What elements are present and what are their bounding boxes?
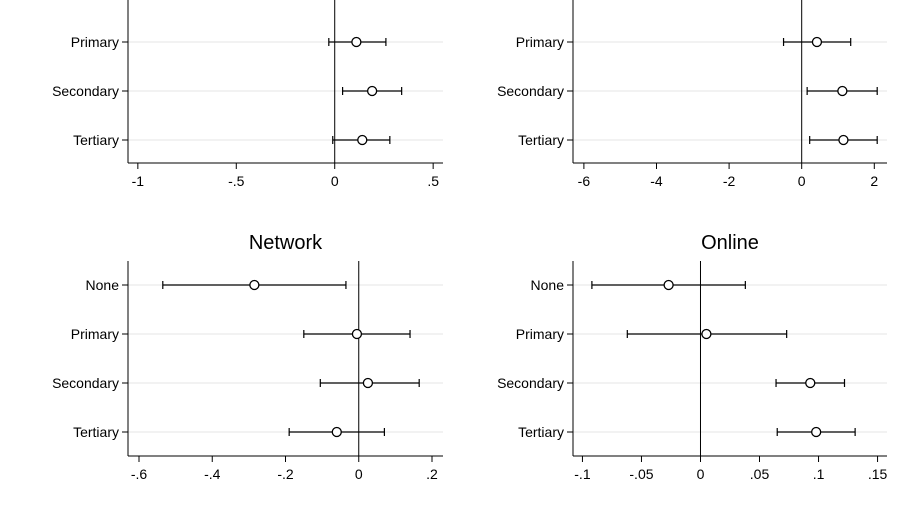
x-tick-label: -.6 xyxy=(131,466,148,482)
x-tick-label: -.1 xyxy=(574,466,591,482)
category-label: Tertiary xyxy=(73,132,119,148)
point-estimate xyxy=(351,328,363,340)
x-tick-label: -.5 xyxy=(228,173,245,189)
category-label: None xyxy=(86,277,120,293)
point-estimate xyxy=(838,134,849,146)
point-estimate xyxy=(366,85,378,97)
panel-title: Online xyxy=(701,232,759,254)
x-tick-label: -1 xyxy=(132,173,145,189)
category-label: Secondary xyxy=(52,375,119,391)
x-tick-label: .15 xyxy=(868,466,888,482)
point-estimate xyxy=(811,36,823,48)
category-label: Secondary xyxy=(52,83,119,99)
x-tick-label: -6 xyxy=(578,173,591,189)
category-label: None xyxy=(531,277,565,293)
category-label: Tertiary xyxy=(518,424,564,440)
x-tick-label: 0 xyxy=(331,173,339,189)
panel-4: Online None Primary Secondary Tertiary -.1 -.0… xyxy=(497,232,887,482)
point-estimate xyxy=(351,36,362,48)
category-label: Tertiary xyxy=(73,424,119,440)
panel-title: Network xyxy=(249,232,323,254)
x-tick-label: 0 xyxy=(798,173,806,189)
category-label: Primary xyxy=(71,326,119,342)
point-estimate xyxy=(357,134,368,146)
x-tick-label: 2 xyxy=(870,173,878,189)
category-label: Secondary xyxy=(497,83,564,99)
x-tick-label: -.05 xyxy=(629,466,653,482)
point-estimate xyxy=(837,85,848,97)
category-label: Primary xyxy=(516,326,564,342)
x-tick-label: -.2 xyxy=(277,466,294,482)
category-label: Secondary xyxy=(497,375,564,391)
x-tick-label: .1 xyxy=(813,466,825,482)
point-estimate xyxy=(805,377,816,389)
x-tick-label: 0 xyxy=(697,466,705,482)
x-tick-label: .05 xyxy=(750,466,770,482)
point-estimate xyxy=(331,426,342,438)
category-label: Primary xyxy=(516,34,564,50)
x-tick-label: -4 xyxy=(650,173,663,189)
x-tick-label: 0 xyxy=(355,466,363,482)
point-estimate xyxy=(811,426,822,438)
x-tick-label: -.4 xyxy=(204,466,221,482)
category-label: Tertiary xyxy=(518,132,564,148)
point-estimate xyxy=(701,328,712,340)
x-tick-label: .5 xyxy=(427,173,439,189)
point-estimate xyxy=(249,279,260,291)
panel-2: Primary Secondary Tertiary -6 -4 -2 0 2 xyxy=(497,0,887,189)
panel-3: Network None Primary Secondary Tertiary -.6 -.… xyxy=(52,232,443,482)
x-tick-label: .2 xyxy=(426,466,438,482)
category-label: Primary xyxy=(71,34,119,50)
x-tick-label: -2 xyxy=(723,173,736,189)
point-estimate xyxy=(362,377,374,389)
panel-1: Primary Secondary Tertiary -1 -.5 0 .5 xyxy=(52,0,443,189)
point-estimate xyxy=(663,279,674,291)
